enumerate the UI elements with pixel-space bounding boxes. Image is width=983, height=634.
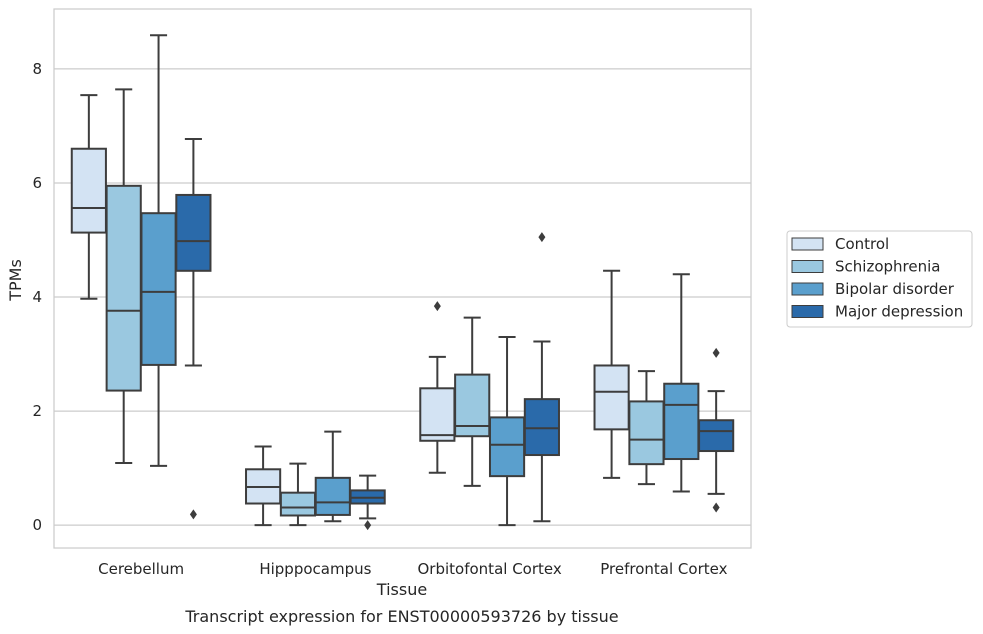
box-bipolar-disorder xyxy=(314,430,351,523)
x-tick-label: Cerebellum xyxy=(98,560,184,578)
box-major-depression xyxy=(698,347,735,513)
iqr-box xyxy=(593,364,630,431)
x-axis-label: Tissue xyxy=(376,580,427,599)
legend-swatch xyxy=(791,237,824,251)
outlier-point xyxy=(364,520,372,531)
iqr-box xyxy=(105,184,142,392)
legend-label: Control xyxy=(835,235,889,253)
legend-label: Major depression xyxy=(835,303,963,321)
iqr-box xyxy=(175,193,212,272)
box-schizophrenia xyxy=(105,88,142,465)
box-schizophrenia xyxy=(628,370,665,486)
box-bipolar-disorder xyxy=(140,34,177,467)
box-bipolar-disorder xyxy=(488,335,526,527)
box-control xyxy=(593,269,630,479)
x-tick-label: Prefrontal Cortex xyxy=(600,560,727,578)
legend-swatch xyxy=(791,305,824,318)
iqr-box xyxy=(488,416,526,478)
iqr-box xyxy=(454,373,491,438)
y-tick-label: 6 xyxy=(32,174,42,192)
box-major-depression xyxy=(523,232,560,523)
legend-swatch xyxy=(791,282,824,296)
box-major-depression xyxy=(349,474,386,531)
box-bipolar-disorder xyxy=(663,273,700,493)
outlier-point xyxy=(712,347,720,358)
chart-caption: Transcript expression for ENST0000059372… xyxy=(184,607,618,626)
box-control xyxy=(245,445,282,527)
legend-frame xyxy=(786,230,973,328)
iqr-box xyxy=(419,387,456,442)
plot-frame xyxy=(53,8,752,549)
box-control xyxy=(70,94,107,300)
x-tick-label: Hipppocampus xyxy=(259,560,371,578)
y-tick-label: 4 xyxy=(32,288,42,306)
iqr-box xyxy=(628,400,665,466)
iqr-box xyxy=(314,476,351,516)
outlier-point xyxy=(189,509,197,520)
iqr-box xyxy=(140,212,177,366)
legend-label: Schizophrenia xyxy=(835,258,940,276)
box-schizophrenia xyxy=(454,316,491,487)
legend: Control Schizophrenia Bipolar disorder Majo… xyxy=(786,230,973,328)
iqr-box xyxy=(523,398,560,457)
outlier-point xyxy=(712,502,720,513)
outlier-point xyxy=(538,232,546,243)
legend-label: Bipolar disorder xyxy=(835,280,955,298)
iqr-box xyxy=(663,382,700,461)
outlier-point xyxy=(433,301,441,312)
legend-swatch xyxy=(791,260,824,273)
y-tick-label: 2 xyxy=(32,402,42,420)
box-control xyxy=(419,301,456,474)
y-axis-label: TPMs xyxy=(6,259,25,302)
y-tick-label: 0 xyxy=(32,516,42,534)
iqr-box xyxy=(70,147,107,234)
iqr-box xyxy=(279,491,317,517)
y-tick-label: 8 xyxy=(32,60,42,78)
x-tick-label: Orbitofontal Cortex xyxy=(418,560,562,578)
iqr-box xyxy=(698,419,735,453)
tick-labels: 0 2 4 6 8 Cerebellum Hipppocampus Orbitofontal … xyxy=(32,60,727,578)
box-layer xyxy=(70,34,735,531)
box-major-depression xyxy=(175,138,212,520)
